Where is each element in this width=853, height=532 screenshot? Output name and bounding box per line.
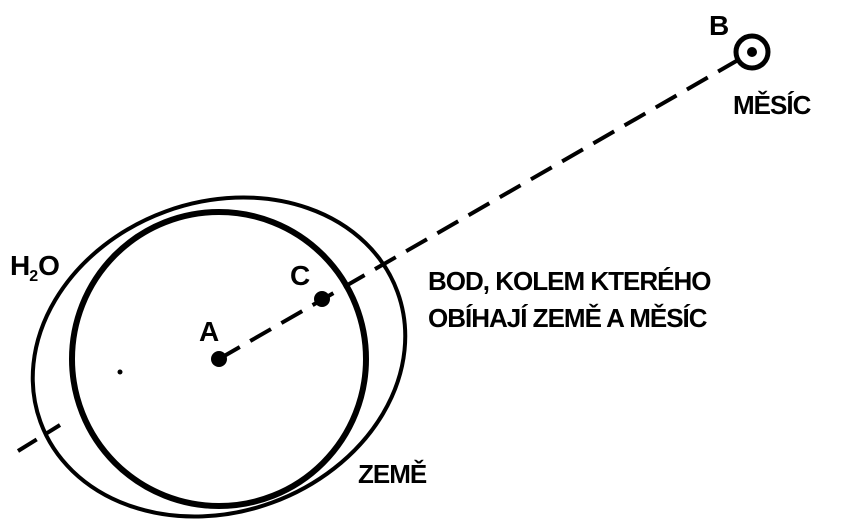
- axis-extension-left-dashed: [16, 423, 62, 453]
- label-mesic: MĚSÍC: [733, 90, 811, 120]
- label-h2o-subscript: 2: [29, 268, 39, 285]
- moon-center-dot-b: [747, 47, 757, 57]
- barycenter-dot-c: [314, 291, 330, 307]
- moon-circle: [733, 33, 771, 71]
- label-zeme: ZEMĚ: [358, 459, 427, 489]
- earth-circle: [69, 209, 369, 509]
- label-b: B: [709, 10, 729, 41]
- label-h2o: H2O: [10, 250, 60, 285]
- water-envelope-ellipse: [30, 195, 408, 519]
- label-h2o-h: H: [10, 250, 30, 281]
- label-c: C: [290, 260, 310, 291]
- earth-center-dot-a: [211, 351, 227, 367]
- barycenter-caption-line1: BOD, KOLEM KTERÉHO: [428, 266, 711, 296]
- label-a: A: [199, 316, 219, 347]
- speck-dot: [117, 369, 123, 375]
- barycenter-caption-line2: OBÍHAJÍ ZEMĚ A MĚSÍC: [428, 303, 708, 333]
- label-h2o-o: O: [38, 250, 60, 281]
- earth-moon-axis-dashed: [218, 50, 753, 361]
